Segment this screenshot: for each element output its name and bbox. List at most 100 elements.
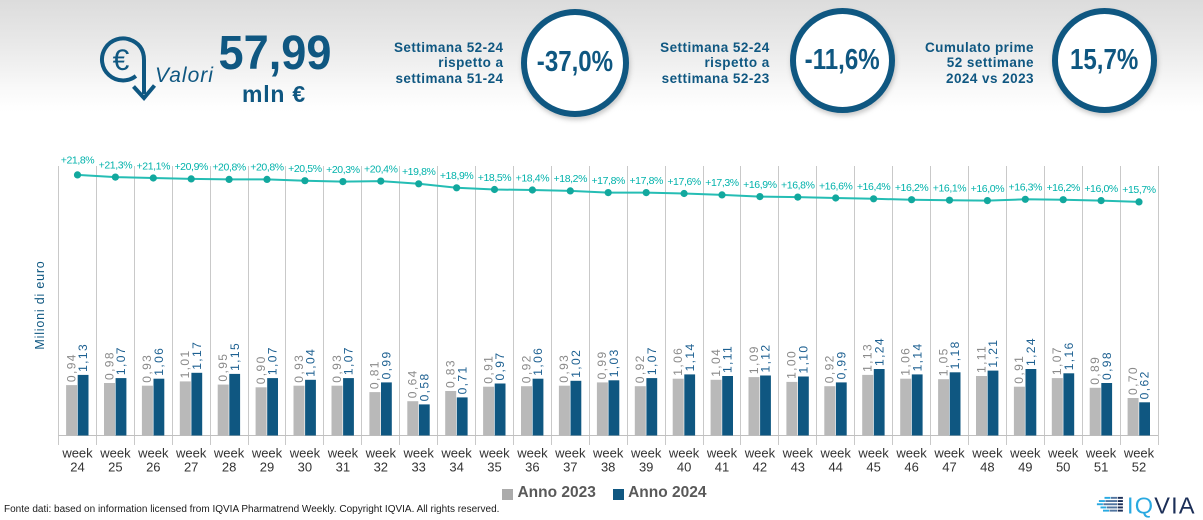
svg-text:32: 32 [374, 460, 388, 475]
svg-text:42: 42 [753, 460, 767, 475]
svg-text:1,07: 1,07 [342, 346, 356, 375]
svg-text:week: week [744, 446, 776, 461]
svg-text:+18,2%: +18,2% [554, 173, 588, 185]
svg-text:33: 33 [411, 460, 425, 475]
svg-text:+16,8%: +16,8% [781, 179, 815, 191]
svg-text:week: week [782, 446, 814, 461]
svg-text:1,07: 1,07 [266, 346, 280, 375]
svg-text:35: 35 [487, 460, 501, 475]
svg-text:1,15: 1,15 [228, 342, 242, 371]
svg-text:week: week [668, 446, 700, 461]
svg-text:51: 51 [1094, 460, 1108, 475]
svg-text:0,91: 0,91 [481, 355, 495, 384]
svg-text:+20,9%: +20,9% [174, 161, 208, 173]
svg-text:+16,2%: +16,2% [1046, 182, 1080, 194]
svg-text:44: 44 [828, 460, 842, 475]
svg-text:37: 37 [563, 460, 577, 475]
svg-text:1,06: 1,06 [152, 347, 166, 376]
svg-text:1,13: 1,13 [861, 343, 875, 372]
svg-text:+17,6%: +17,6% [667, 176, 701, 188]
svg-text:week: week [175, 446, 207, 461]
svg-text:1,07: 1,07 [114, 346, 128, 375]
svg-text:1,18: 1,18 [948, 340, 962, 369]
svg-text:25: 25 [108, 460, 122, 475]
svg-text:+16,1%: +16,1% [933, 183, 967, 195]
svg-text:1,21: 1,21 [986, 339, 1000, 368]
svg-text:45: 45 [866, 460, 880, 475]
svg-text:week: week [1009, 446, 1041, 461]
svg-text:46: 46 [904, 460, 918, 475]
svg-text:1,02: 1,02 [569, 349, 583, 378]
svg-text:+16,0%: +16,0% [1084, 183, 1118, 195]
svg-text:0,90: 0,90 [254, 355, 268, 384]
svg-text:week: week [478, 446, 510, 461]
svg-text:1,05: 1,05 [936, 347, 950, 376]
svg-text:0,89: 0,89 [1088, 356, 1102, 385]
svg-text:week: week [327, 446, 359, 461]
svg-text:0,71: 0,71 [455, 365, 469, 394]
svg-text:1,14: 1,14 [683, 342, 697, 371]
svg-text:1,06: 1,06 [899, 347, 913, 376]
svg-text:week: week [440, 446, 472, 461]
svg-text:0,98: 0,98 [102, 351, 116, 380]
svg-text:week: week [554, 446, 586, 461]
svg-text:+18,4%: +18,4% [516, 172, 550, 184]
svg-text:0,81: 0,81 [368, 360, 382, 389]
svg-text:34: 34 [449, 460, 463, 475]
svg-text:IQVIA: IQVIA [1127, 494, 1196, 519]
svg-text:week: week [213, 446, 245, 461]
svg-text:+21,3%: +21,3% [99, 159, 133, 171]
svg-text:week: week [516, 446, 548, 461]
svg-text:+20,4%: +20,4% [364, 163, 398, 175]
svg-text:1,01: 1,01 [178, 349, 192, 378]
svg-text:+15,7%: +15,7% [1122, 184, 1156, 196]
svg-text:1,04: 1,04 [304, 348, 318, 377]
svg-text:+20,5%: +20,5% [288, 163, 322, 175]
svg-text:week: week [895, 446, 927, 461]
svg-text:1,14: 1,14 [910, 342, 924, 371]
svg-text:43: 43 [791, 460, 805, 475]
svg-text:50: 50 [1056, 460, 1070, 475]
svg-text:0,93: 0,93 [140, 354, 154, 383]
svg-text:+17,3%: +17,3% [705, 177, 739, 189]
svg-text:0,62: 0,62 [1138, 370, 1152, 399]
svg-text:+18,9%: +18,9% [440, 170, 474, 182]
svg-text:1,09: 1,09 [747, 345, 761, 374]
svg-text:0,92: 0,92 [823, 354, 837, 383]
svg-text:0,70: 0,70 [1126, 366, 1140, 395]
svg-text:0,93: 0,93 [557, 354, 571, 383]
svg-text:1,24: 1,24 [1024, 337, 1038, 366]
svg-text:week: week [630, 446, 662, 461]
svg-text:week: week [971, 446, 1003, 461]
svg-text:€: € [113, 44, 130, 77]
svg-text:1,11: 1,11 [974, 345, 988, 373]
svg-text:36: 36 [525, 460, 539, 475]
svg-text:28: 28 [222, 460, 236, 475]
svg-text:41: 41 [715, 460, 729, 475]
svg-text:1,03: 1,03 [607, 348, 621, 377]
svg-text:+17,8%: +17,8% [591, 175, 625, 187]
svg-text:0,92: 0,92 [633, 354, 647, 383]
svg-text:1,24: 1,24 [872, 337, 886, 366]
svg-text:49: 49 [1018, 460, 1032, 475]
svg-text:+21,1%: +21,1% [137, 160, 171, 172]
svg-text:1,06: 1,06 [531, 347, 545, 376]
svg-text:39: 39 [639, 460, 653, 475]
svg-text:week: week [251, 446, 283, 461]
svg-text:31: 31 [336, 460, 350, 475]
svg-text:52: 52 [1132, 460, 1146, 475]
svg-text:1,07: 1,07 [1050, 346, 1064, 375]
svg-text:+16,2%: +16,2% [895, 182, 929, 194]
svg-text:1,06: 1,06 [671, 347, 685, 376]
svg-text:1,17: 1,17 [190, 341, 204, 370]
svg-text:+16,6%: +16,6% [819, 180, 853, 192]
svg-text:Milioni di euro: Milioni di euro [33, 260, 47, 349]
svg-text:+20,3%: +20,3% [326, 164, 360, 176]
svg-text:0,98: 0,98 [1100, 351, 1114, 380]
svg-text:week: week [365, 446, 397, 461]
svg-text:48: 48 [980, 460, 994, 475]
svg-text:week: week [289, 446, 321, 461]
svg-text:+16,4%: +16,4% [857, 181, 891, 193]
svg-text:week: week [99, 446, 131, 461]
svg-text:0,99: 0,99 [834, 350, 848, 379]
